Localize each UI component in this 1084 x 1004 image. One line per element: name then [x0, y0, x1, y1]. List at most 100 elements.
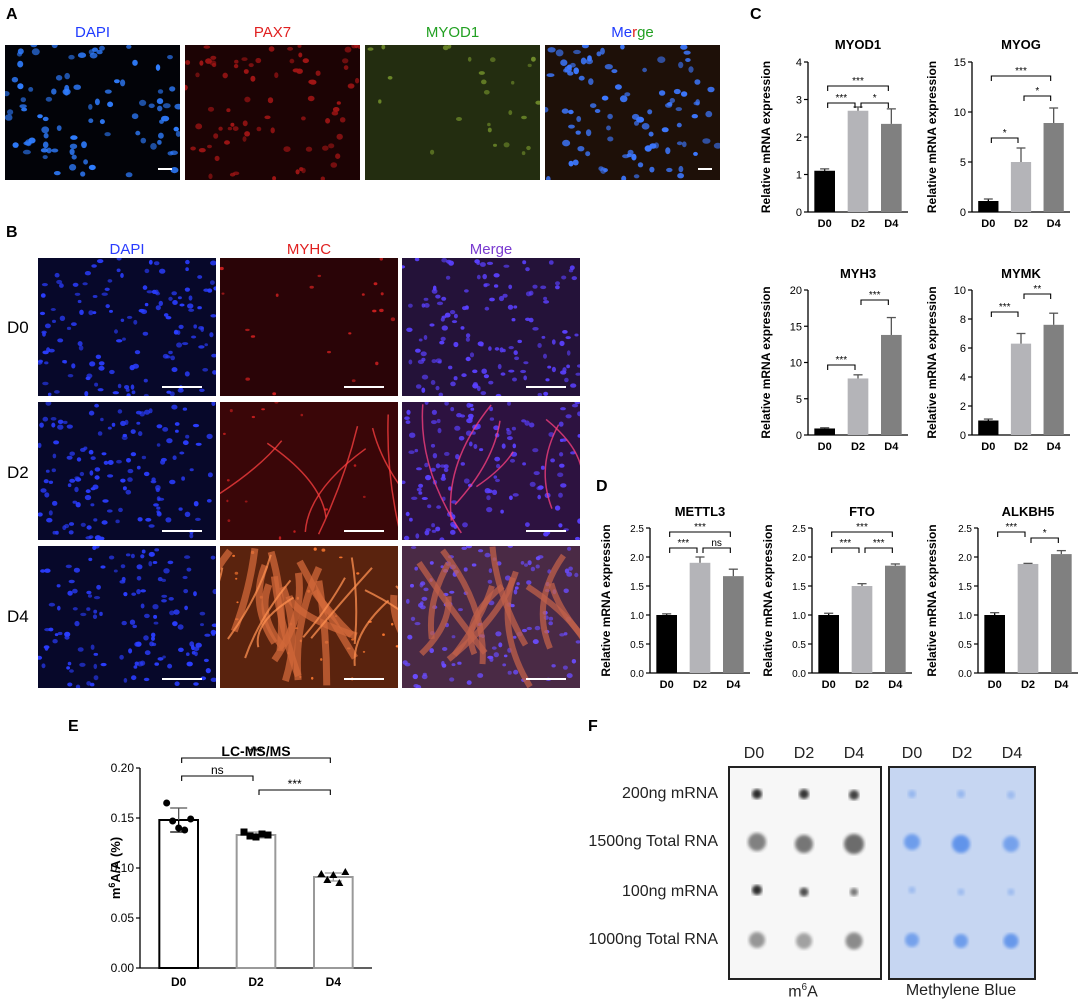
- nucleus: [71, 154, 77, 160]
- nucleus: [453, 376, 458, 381]
- nucleus: [543, 353, 547, 359]
- nucleus: [72, 607, 78, 611]
- nucleus: [527, 560, 532, 566]
- nucleus: [120, 478, 126, 483]
- nucleus: [50, 308, 56, 311]
- nucleus: [148, 551, 155, 557]
- nucleus: [211, 402, 216, 406]
- nucleus: [169, 86, 176, 92]
- nucleus: [69, 669, 74, 673]
- nucleus: [408, 359, 413, 365]
- nucleus: [563, 588, 569, 594]
- nucleus: [123, 678, 128, 683]
- nucleus: [661, 127, 669, 133]
- nucleus: [405, 511, 410, 517]
- nucleus: [576, 364, 580, 368]
- nucleus: [476, 261, 480, 265]
- nucleus: [484, 306, 490, 311]
- nucleus: [42, 155, 48, 160]
- row-label-d2: D2: [7, 463, 29, 482]
- blot-dot: [752, 885, 762, 895]
- nucleus: [136, 576, 142, 581]
- bar: [978, 420, 999, 435]
- nucleus: [177, 388, 184, 393]
- y-tick-label: 0.15: [111, 811, 135, 825]
- nucleus: [94, 475, 100, 480]
- nucleus: [77, 341, 83, 347]
- nucleus: [172, 300, 178, 305]
- nucleus: [131, 113, 139, 120]
- significance-label: ns: [711, 538, 722, 549]
- nucleus: [460, 326, 465, 330]
- nucleus: [524, 420, 530, 426]
- nucleus: [300, 413, 304, 417]
- nucleus: [503, 142, 510, 148]
- significance-label: *: [1043, 528, 1047, 539]
- nucleus: [514, 356, 520, 361]
- nucleus: [168, 597, 174, 601]
- nucleus: [52, 639, 58, 644]
- bar: [881, 123, 902, 212]
- nucleus: [203, 45, 211, 49]
- nucleus: [67, 590, 73, 596]
- x-tick-label: D0: [171, 975, 187, 989]
- nucleus: [460, 462, 465, 466]
- nucleus: [537, 392, 543, 396]
- nucleus: [499, 347, 504, 353]
- nucleus: [191, 335, 197, 339]
- nucleus: [534, 625, 541, 631]
- nucleus: [157, 105, 163, 112]
- x-tick-label: D2: [851, 218, 865, 230]
- nucleus: [311, 676, 314, 680]
- nucleus: [124, 385, 130, 390]
- nucleus: [529, 422, 535, 428]
- nucleus: [86, 373, 93, 379]
- nucleus: [395, 645, 398, 648]
- nucleus: [356, 572, 360, 575]
- nucleus: [470, 407, 475, 411]
- panel-a-pax7-label: PAX7: [253, 24, 292, 41]
- nucleus: [367, 47, 374, 51]
- nucleus: [117, 383, 122, 389]
- nucleus: [226, 479, 230, 482]
- nucleus: [330, 162, 338, 168]
- nucleus: [502, 663, 507, 667]
- nucleus: [74, 486, 79, 493]
- nucleus: [69, 164, 77, 171]
- nucleus: [555, 281, 560, 286]
- nucleus: [466, 680, 472, 685]
- nucleus: [80, 612, 87, 617]
- nucleus: [568, 124, 575, 129]
- x-tick-label: D0: [822, 679, 836, 691]
- nucleus: [530, 566, 536, 572]
- myotube-fiber: [449, 404, 492, 521]
- nucleus: [495, 631, 502, 637]
- nucleus: [226, 108, 231, 113]
- nucleus: [93, 663, 98, 670]
- nucleus: [89, 361, 96, 367]
- nucleus: [568, 268, 574, 273]
- nucleus: [465, 337, 470, 342]
- nucleus: [451, 635, 456, 639]
- nucleus: [171, 367, 178, 373]
- micrograph-b-d0-dapi: [38, 258, 216, 396]
- nucleus: [67, 374, 74, 378]
- nucleus: [546, 176, 551, 180]
- nucleus: [193, 646, 200, 651]
- blot-dot: [1003, 836, 1019, 852]
- nucleus: [130, 553, 135, 559]
- nucleus: [163, 313, 169, 317]
- nucleus: [390, 317, 396, 322]
- nucleus: [148, 103, 155, 109]
- nucleus: [69, 451, 75, 456]
- x-tick-label: D4: [884, 218, 899, 230]
- nucleus: [214, 155, 220, 162]
- nucleus: [507, 436, 513, 441]
- nucleus: [507, 546, 513, 548]
- data-point: [163, 799, 171, 807]
- nucleus: [526, 580, 532, 585]
- nucleus: [406, 598, 410, 604]
- nucleus: [120, 318, 125, 322]
- nucleus: [430, 467, 436, 472]
- nucleus: [429, 648, 434, 654]
